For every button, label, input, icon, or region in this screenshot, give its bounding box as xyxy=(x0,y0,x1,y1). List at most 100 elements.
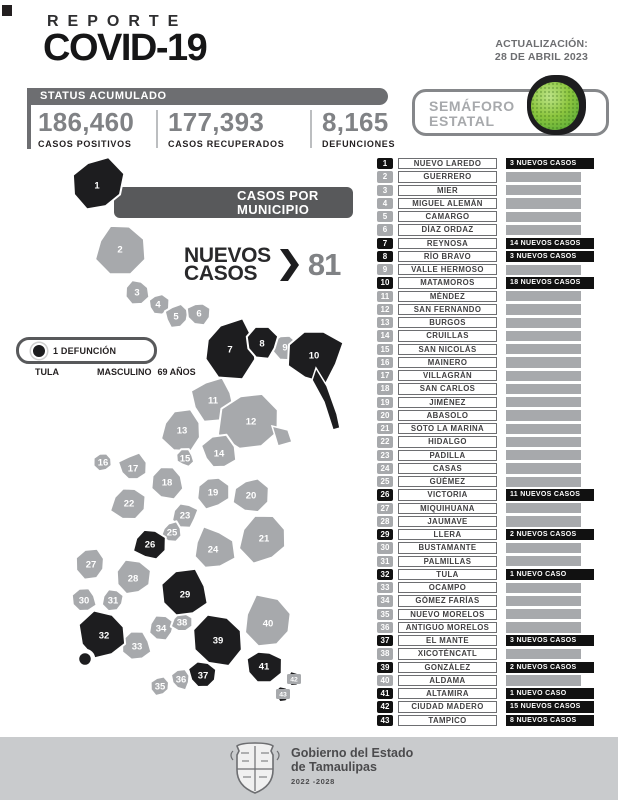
deaths-count-label: 1 DEFUNCIÓN xyxy=(53,345,117,356)
row-number-badge: 42 xyxy=(377,701,393,713)
status-section-header: STATUS ACUMULADO xyxy=(31,88,388,105)
death-sex: MASCULINO xyxy=(97,367,152,377)
municipality-name: JIMÉNEZ xyxy=(398,396,497,408)
map-region-2 xyxy=(94,224,147,276)
row-number-badge: 37 xyxy=(377,635,393,647)
map-region-30 xyxy=(70,587,98,612)
row-number-badge: 13 xyxy=(377,317,393,329)
map-region-number-16: 16 xyxy=(98,457,109,468)
semaforo-label-line2: ESTATAL xyxy=(429,113,495,129)
update-value: 28 DE ABRIL 2023 xyxy=(494,51,588,63)
coastal-lagoon-strip xyxy=(311,366,341,431)
map-region-40 xyxy=(244,593,292,648)
map-region-17 xyxy=(117,451,148,481)
map-region-9 xyxy=(271,334,298,362)
chevron-right-icon xyxy=(279,249,299,281)
empty-cases-bar xyxy=(506,436,581,448)
map-region-34 xyxy=(148,614,176,642)
map-region-number-12: 12 xyxy=(246,416,257,427)
municipality-name: TAMPICO xyxy=(398,714,497,726)
row-number-badge: 39 xyxy=(377,661,393,673)
row-number-badge: 31 xyxy=(377,555,393,567)
row-number-badge: 15 xyxy=(377,343,393,355)
table-row: 16 MAINERO xyxy=(377,356,594,370)
new-cases-tag: 3 NUEVOS CASOS xyxy=(506,635,594,647)
table-row: 15 SAN NICOLÁS xyxy=(377,343,594,357)
municipality-name: BURGOS xyxy=(398,317,497,329)
row-number-badge: 9 xyxy=(377,264,393,276)
municipality-name: PADILLA xyxy=(398,449,497,461)
municipality-name: REYNOSA xyxy=(398,237,497,249)
map-region-number-32: 32 xyxy=(99,630,110,641)
table-row: 30 BUSTAMANTE xyxy=(377,542,594,555)
municipality-name: CAMARGO xyxy=(398,211,497,223)
state-crest-icon xyxy=(230,742,280,794)
municipality-name: CRUILLAS xyxy=(398,330,497,342)
table-row: 38 XICOTÉNCATL xyxy=(377,648,594,661)
new-cases-callout: NUEVOS CASOS 81 xyxy=(184,245,341,284)
empty-cases-bar xyxy=(506,291,581,302)
map-region-number-40: 40 xyxy=(263,618,274,629)
empty-cases-bar xyxy=(506,609,581,620)
municipality-name: BUSTAMANTE xyxy=(398,542,497,554)
table-row: 10 MATAMOROS 18 NUEVOS CASOS xyxy=(377,277,594,290)
stat-positive-cases: 186,460 CASOS POSITIVOS xyxy=(38,109,156,150)
map-region-14 xyxy=(200,433,238,469)
map-region-number-30: 30 xyxy=(79,595,90,606)
municipality-name: MATAMOROS xyxy=(398,277,497,289)
map-region-number-15: 15 xyxy=(180,453,191,464)
death-marker-icon xyxy=(74,648,96,670)
row-number-badge: 43 xyxy=(377,714,393,726)
new-cases-tag: 1 NUEVO CASO xyxy=(506,688,594,700)
stat-value: 177,393 xyxy=(168,107,265,137)
row-number-badge: 36 xyxy=(377,621,393,634)
empty-cases-bar xyxy=(506,542,581,554)
map-region-number-26: 26 xyxy=(145,539,156,550)
map-region-number-14: 14 xyxy=(214,448,225,459)
map-label-badge-43 xyxy=(276,689,290,699)
coastal-fragment xyxy=(270,424,293,447)
row-number-badge: 30 xyxy=(377,542,393,554)
municipality-name: OCAMPO xyxy=(398,582,497,594)
map-region-4 xyxy=(147,293,171,316)
municipality-name: VILLAGRÁN xyxy=(398,370,497,382)
map-region-42 xyxy=(286,670,303,687)
map-section-header: CASOS POR MUNICIPIO xyxy=(114,187,353,218)
row-number-badge: 16 xyxy=(377,356,393,369)
municipality-name: SAN CARLOS xyxy=(398,383,497,395)
municipality-name: HIDALGO xyxy=(398,436,497,448)
table-row: 4 MIGUEL ALEMÁN xyxy=(377,197,594,211)
table-row: 12 SAN FERNANDO xyxy=(377,303,594,317)
map-region-25 xyxy=(159,520,183,543)
empty-cases-bar xyxy=(506,450,581,461)
new-cases-tag: 8 NUEVOS CASOS xyxy=(506,714,594,726)
map-region-number-41: 41 xyxy=(259,661,270,672)
death-detail: TULA MASCULINO 69 AÑOS xyxy=(35,367,196,377)
row-number-badge: 22 xyxy=(377,436,393,448)
table-row: 19 JIMÉNEZ xyxy=(377,396,594,410)
row-number-badge: 12 xyxy=(377,303,393,316)
table-row: 13 BURGOS xyxy=(377,317,594,330)
table-row: 33 OCAMPO xyxy=(377,582,594,595)
row-number-badge: 10 xyxy=(377,277,393,289)
map-region-11 xyxy=(189,376,235,423)
row-number-badge: 34 xyxy=(377,595,393,607)
page-title: COVID-19 xyxy=(43,27,208,69)
map-region-number-28: 28 xyxy=(128,573,139,584)
map-region-number-2: 2 xyxy=(117,244,122,255)
empty-cases-bar xyxy=(506,185,581,196)
map-region-number-18: 18 xyxy=(162,477,173,488)
row-number-badge: 19 xyxy=(377,396,393,408)
map-region-number-9: 9 xyxy=(282,342,287,353)
map-region-number-35: 35 xyxy=(155,681,166,692)
new-cases-tag: 2 NUEVOS CASOS xyxy=(506,661,594,673)
row-number-badge: 3 xyxy=(377,184,393,196)
stat-divider xyxy=(310,110,312,148)
death-place: TULA xyxy=(35,367,59,377)
table-row: 28 JAUMAVE xyxy=(377,515,594,529)
table-row: 39 GONZÁLEZ 2 NUEVOS CASOS xyxy=(377,661,594,675)
new-cases-tag: 14 NUEVOS CASOS xyxy=(506,237,594,249)
map-region-39 xyxy=(192,613,243,667)
table-row: 3 MIER xyxy=(377,184,594,198)
empty-cases-bar xyxy=(506,211,581,222)
